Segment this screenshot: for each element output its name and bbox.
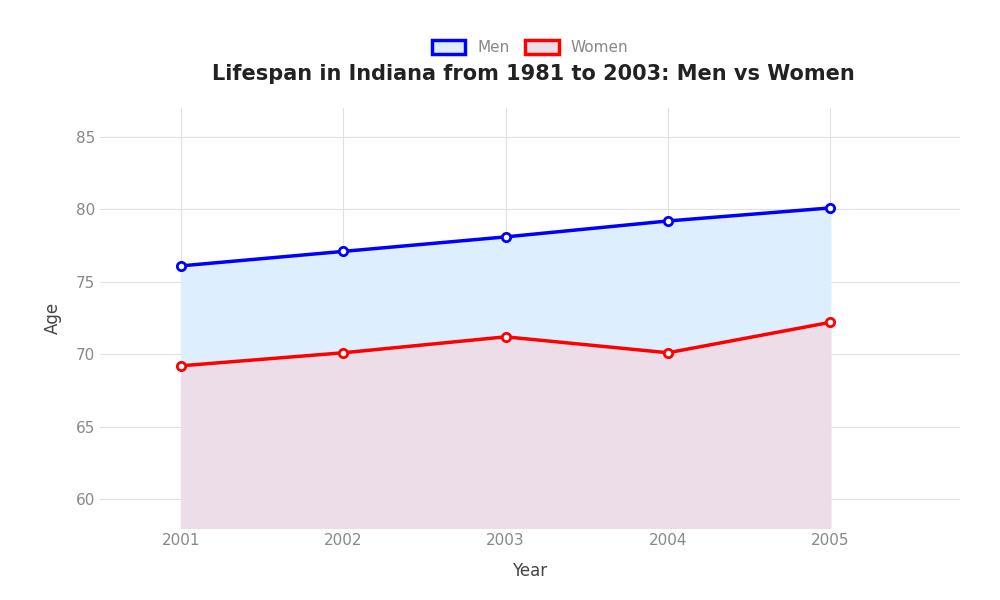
Y-axis label: Age: Age [44, 302, 62, 334]
Legend: Men, Women: Men, Women [432, 40, 628, 55]
Text: Lifespan in Indiana from 1981 to 2003: Men vs Women: Lifespan in Indiana from 1981 to 2003: M… [212, 64, 855, 84]
X-axis label: Year: Year [512, 562, 548, 580]
